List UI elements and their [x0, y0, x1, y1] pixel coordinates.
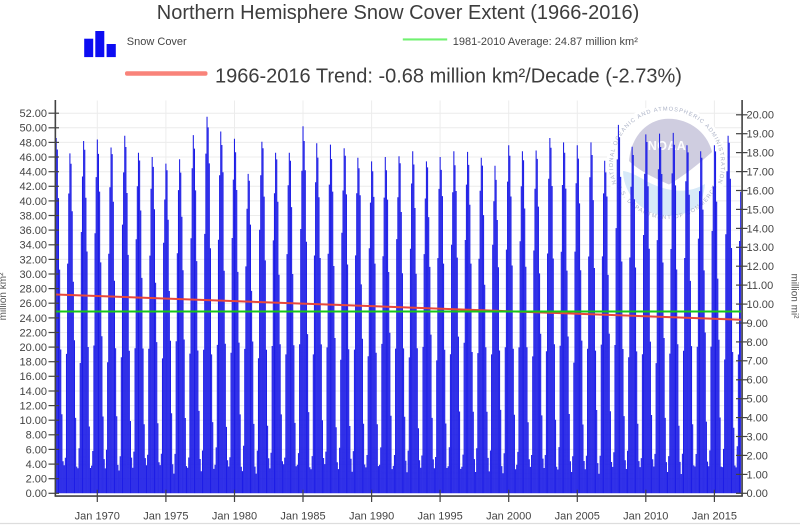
svg-text:42.00: 42.00 — [19, 181, 47, 193]
svg-text:19.00: 19.00 — [747, 129, 775, 141]
svg-text:28.00: 28.00 — [19, 284, 47, 296]
svg-text:Jan 2005: Jan 2005 — [555, 510, 600, 522]
svg-text:4.00: 4.00 — [26, 459, 47, 471]
svg-text:Snow Cover: Snow Cover — [127, 36, 187, 48]
svg-text:12.00: 12.00 — [19, 401, 47, 413]
svg-text:5.00: 5.00 — [747, 394, 768, 406]
svg-text:6.00: 6.00 — [26, 444, 47, 456]
svg-text:36.00: 36.00 — [19, 225, 47, 237]
svg-text:22.00: 22.00 — [19, 327, 47, 339]
svg-text:14.00: 14.00 — [747, 223, 775, 235]
svg-text:30.00: 30.00 — [19, 269, 47, 281]
svg-text:Northern Hemisphere Snow Cover: Northern Hemisphere Snow Cover Extent (1… — [157, 2, 639, 24]
svg-text:20.00: 20.00 — [747, 110, 775, 122]
svg-text:34.00: 34.00 — [19, 240, 47, 252]
svg-text:44.00: 44.00 — [19, 167, 47, 179]
svg-text:Jan 1995: Jan 1995 — [417, 510, 462, 522]
svg-text:40.00: 40.00 — [19, 196, 47, 208]
svg-text:1.00: 1.00 — [747, 469, 768, 481]
svg-text:3.00: 3.00 — [747, 431, 768, 443]
svg-text:Jan 1980: Jan 1980 — [212, 510, 257, 522]
svg-text:20.00: 20.00 — [19, 342, 47, 354]
svg-text:15.00: 15.00 — [747, 204, 775, 216]
svg-text:7.00: 7.00 — [747, 356, 768, 368]
svg-text:Jan 1970: Jan 1970 — [75, 510, 120, 522]
svg-text:2.00: 2.00 — [747, 450, 768, 462]
svg-text:50.00: 50.00 — [19, 123, 47, 135]
svg-text:38.00: 38.00 — [19, 210, 47, 222]
svg-text:16.00: 16.00 — [19, 371, 47, 383]
svg-text:million mi²: million mi² — [788, 274, 799, 320]
svg-text:10.00: 10.00 — [747, 299, 775, 311]
svg-text:12.00: 12.00 — [747, 261, 775, 273]
svg-text:32.00: 32.00 — [19, 254, 47, 266]
svg-text:Jan 1990: Jan 1990 — [349, 510, 394, 522]
svg-text:1981-2010 Average: 24.87 milli: 1981-2010 Average: 24.87 million km² — [453, 36, 638, 48]
svg-text:million km²: million km² — [0, 272, 9, 320]
svg-text:13.00: 13.00 — [747, 242, 775, 254]
svg-text:8.00: 8.00 — [26, 430, 47, 442]
svg-text:1966-2016 Trend: -0.68 million: 1966-2016 Trend: -0.68 million km²/Decad… — [215, 66, 682, 88]
svg-text:6.00: 6.00 — [747, 375, 768, 387]
svg-text:52.00: 52.00 — [19, 108, 47, 120]
svg-text:Jan 2010: Jan 2010 — [623, 510, 668, 522]
svg-text:11.00: 11.00 — [747, 280, 774, 292]
svg-text:46.00: 46.00 — [19, 152, 47, 164]
svg-text:Jan 1985: Jan 1985 — [280, 510, 325, 522]
svg-text:NOAA: NOAA — [648, 139, 686, 153]
svg-text:Jan 2015: Jan 2015 — [692, 510, 737, 522]
svg-text:16.00: 16.00 — [747, 185, 775, 197]
svg-text:4.00: 4.00 — [747, 413, 768, 425]
svg-text:48.00: 48.00 — [19, 137, 47, 149]
svg-text:2.00: 2.00 — [26, 474, 47, 486]
svg-text:Jan 2000: Jan 2000 — [486, 510, 531, 522]
svg-text:18.00: 18.00 — [747, 148, 775, 160]
svg-text:9.00: 9.00 — [747, 318, 768, 330]
svg-text:Jan 1975: Jan 1975 — [143, 510, 188, 522]
svg-text:26.00: 26.00 — [19, 298, 47, 310]
svg-text:14.00: 14.00 — [19, 386, 47, 398]
svg-text:17.00: 17.00 — [747, 167, 775, 179]
svg-text:0.00: 0.00 — [26, 488, 47, 500]
svg-text:8.00: 8.00 — [747, 337, 768, 349]
svg-text:0.00: 0.00 — [747, 488, 768, 500]
svg-text:24.00: 24.00 — [19, 313, 47, 325]
svg-text:18.00: 18.00 — [19, 357, 47, 369]
svg-text:10.00: 10.00 — [19, 415, 47, 427]
